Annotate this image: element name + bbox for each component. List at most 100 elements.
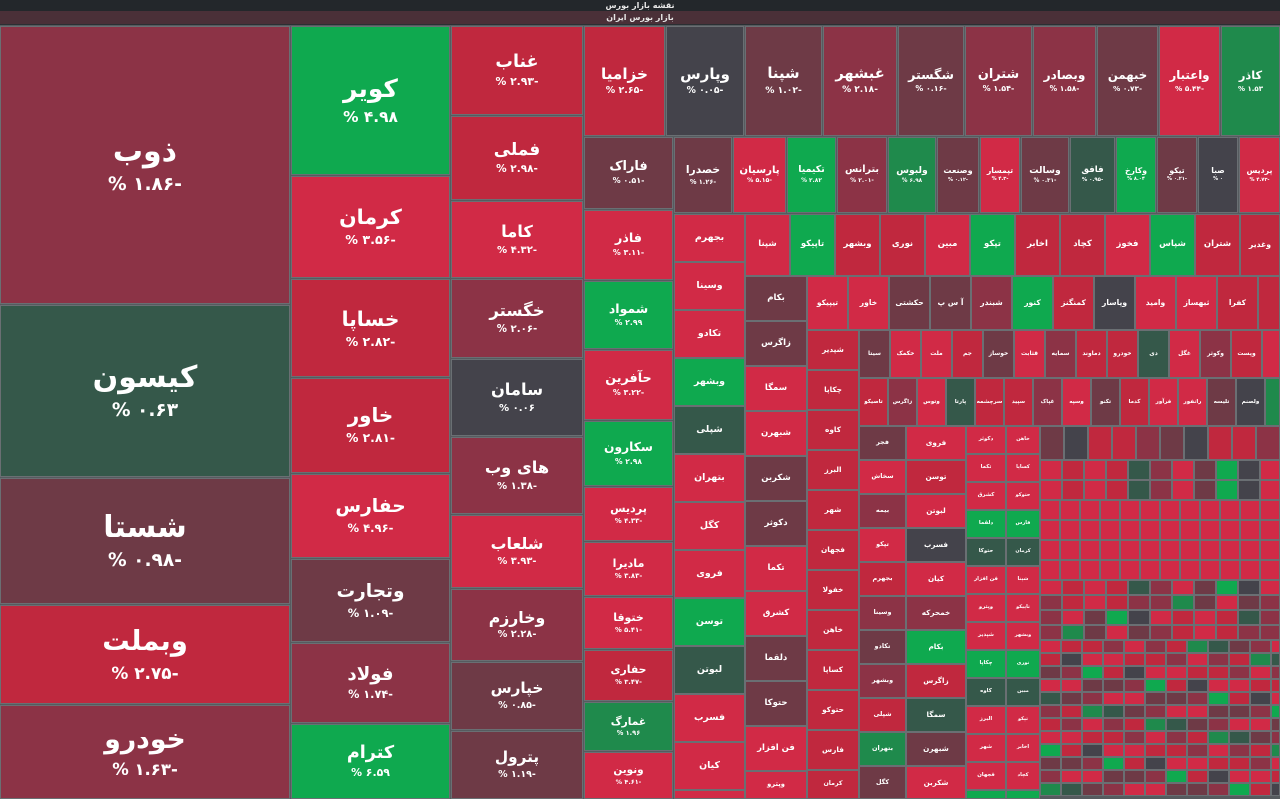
treemap-tile[interactable] xyxy=(1103,705,1124,718)
treemap-tile[interactable] xyxy=(1194,595,1216,610)
treemap-tile[interactable] xyxy=(1187,666,1208,679)
treemap-tile[interactable]: تکیمیا ۲.۸۲ % xyxy=(787,137,836,213)
treemap-tile[interactable] xyxy=(1160,540,1180,560)
treemap-tile[interactable]: تکنو xyxy=(1091,378,1120,426)
treemap-tile[interactable] xyxy=(1061,757,1082,770)
treemap-tile[interactable]: فروی xyxy=(906,426,966,460)
treemap-tile[interactable]: تپکو xyxy=(1006,706,1040,734)
treemap-tile[interactable] xyxy=(1172,480,1194,500)
treemap-tile[interactable] xyxy=(1082,653,1103,666)
treemap-tile[interactable] xyxy=(1220,520,1240,540)
treemap-tile[interactable]: فاراک -۰.۵۱ % xyxy=(584,137,673,209)
treemap-tile[interactable]: وپترو xyxy=(745,771,807,799)
treemap-tile[interactable] xyxy=(1103,744,1124,757)
treemap-tile[interactable] xyxy=(1006,790,1040,799)
treemap-tile[interactable] xyxy=(1220,500,1240,520)
treemap-tile[interactable] xyxy=(1150,625,1172,640)
treemap-tile[interactable]: شپاس xyxy=(1150,214,1195,276)
treemap-tile[interactable]: حتوکو xyxy=(807,690,859,730)
treemap-tile[interactable]: های وب -۱.۳۸ % xyxy=(451,437,583,514)
treemap-tile[interactable]: وکارخ ۸.۰۴ % xyxy=(1116,137,1156,213)
treemap-tile[interactable]: وصنعت -۰.۱۲ % xyxy=(937,137,979,213)
treemap-tile[interactable] xyxy=(1216,460,1238,480)
treemap-tile[interactable]: سپید xyxy=(1004,378,1033,426)
treemap-tile[interactable] xyxy=(1040,679,1061,692)
treemap-tile[interactable]: سیتا xyxy=(859,330,890,378)
treemap-tile[interactable]: فن افزار xyxy=(745,726,807,771)
treemap-tile[interactable] xyxy=(1040,705,1061,718)
treemap-tile[interactable] xyxy=(1128,580,1150,595)
treemap-tile[interactable] xyxy=(1128,460,1150,480)
treemap-tile[interactable] xyxy=(1229,757,1250,770)
treemap-tile[interactable]: فافق -۰.۹۵ % xyxy=(1070,137,1115,213)
treemap-tile[interactable]: تپکو xyxy=(970,214,1015,276)
treemap-tile[interactable]: حآفرین -۳.۲۲ % xyxy=(584,350,673,420)
treemap-tile[interactable] xyxy=(1240,540,1260,560)
treemap-tile[interactable] xyxy=(1166,679,1187,692)
treemap-tile[interactable] xyxy=(1061,783,1082,796)
treemap-tile[interactable] xyxy=(1258,276,1280,330)
treemap-tile[interactable] xyxy=(1040,480,1062,500)
treemap-tile[interactable]: کگل xyxy=(859,766,906,799)
treemap-tile[interactable]: خساپا -۲.۸۲ % xyxy=(291,279,450,377)
treemap-tile[interactable]: اخابر xyxy=(1006,734,1040,762)
treemap-tile[interactable]: کمنگنز xyxy=(1053,276,1094,330)
treemap-tile[interactable] xyxy=(674,790,745,799)
treemap-tile[interactable] xyxy=(1103,692,1124,705)
treemap-tile[interactable] xyxy=(1082,770,1103,783)
treemap-tile[interactable]: مبین xyxy=(1006,678,1040,706)
treemap-tile[interactable] xyxy=(1040,757,1061,770)
treemap-tile[interactable] xyxy=(1082,731,1103,744)
treemap-tile[interactable]: وپترو xyxy=(966,594,1006,622)
treemap-tile[interactable]: شپدیر xyxy=(966,622,1006,650)
treemap-tile[interactable] xyxy=(1082,757,1103,770)
treemap-tile[interactable] xyxy=(1124,744,1145,757)
treemap-tile[interactable] xyxy=(1208,666,1229,679)
treemap-tile[interactable] xyxy=(1124,666,1145,679)
treemap-tile[interactable] xyxy=(1256,426,1280,460)
treemap-tile[interactable]: ونوین -۴.۶۱ % xyxy=(584,752,673,799)
treemap-tile[interactable]: خکمک xyxy=(890,330,921,378)
treemap-tile[interactable] xyxy=(966,790,1006,799)
treemap-tile[interactable] xyxy=(1061,692,1082,705)
treemap-tile[interactable] xyxy=(1166,640,1187,653)
treemap-tile[interactable]: بتهران xyxy=(859,732,906,766)
treemap-tile[interactable]: خوساز xyxy=(983,330,1014,378)
treemap-tile[interactable]: ولبوس ۶.۹۸ % xyxy=(888,137,936,213)
treemap-tile[interactable] xyxy=(1040,595,1062,610)
treemap-tile[interactable]: کچاد xyxy=(1060,214,1105,276)
treemap-tile[interactable] xyxy=(1080,520,1100,540)
treemap-tile[interactable] xyxy=(1262,330,1280,378)
treemap-tile[interactable]: کنور xyxy=(1012,276,1053,330)
treemap-tile[interactable] xyxy=(1194,460,1216,480)
treemap-tile[interactable] xyxy=(1184,426,1208,460)
treemap-tile[interactable]: کرمان -۳.۵۶ % xyxy=(291,176,450,278)
treemap-tile[interactable]: شبندر xyxy=(971,276,1012,330)
treemap-tile[interactable] xyxy=(1061,744,1082,757)
treemap-tile[interactable]: وتوس xyxy=(917,378,946,426)
treemap-tile[interactable]: زاگرس xyxy=(906,664,966,698)
treemap-tile[interactable]: کاوه xyxy=(966,678,1006,706)
treemap-tile[interactable]: وبشهر xyxy=(835,214,880,276)
treemap-tile[interactable] xyxy=(1260,520,1280,540)
treemap-tile[interactable] xyxy=(1250,757,1271,770)
treemap-tile[interactable]: کدما xyxy=(1120,378,1149,426)
treemap-tile[interactable] xyxy=(1240,560,1260,580)
treemap-tile[interactable] xyxy=(1062,460,1084,480)
treemap-tile[interactable] xyxy=(1187,731,1208,744)
treemap-tile[interactable] xyxy=(1229,666,1250,679)
treemap-tile[interactable] xyxy=(1166,653,1187,666)
treemap-tile[interactable] xyxy=(1061,653,1082,666)
treemap-tile[interactable]: شبهرن xyxy=(906,732,966,766)
treemap-tile[interactable] xyxy=(1145,653,1166,666)
treemap-tile[interactable]: فروی xyxy=(674,550,745,598)
treemap-tile[interactable] xyxy=(1120,520,1140,540)
treemap-tile[interactable] xyxy=(1260,560,1280,580)
treemap-tile[interactable]: وبصادر -۱.۵۸ % xyxy=(1033,26,1096,136)
treemap-tile[interactable] xyxy=(1100,560,1120,580)
treemap-tile[interactable]: ملت xyxy=(921,330,952,378)
treemap-tile[interactable] xyxy=(1040,540,1060,560)
treemap-tile[interactable] xyxy=(1145,666,1166,679)
treemap-tile[interactable] xyxy=(1238,580,1260,595)
treemap-tile[interactable]: پترول -۱.۱۹ % xyxy=(451,731,583,799)
